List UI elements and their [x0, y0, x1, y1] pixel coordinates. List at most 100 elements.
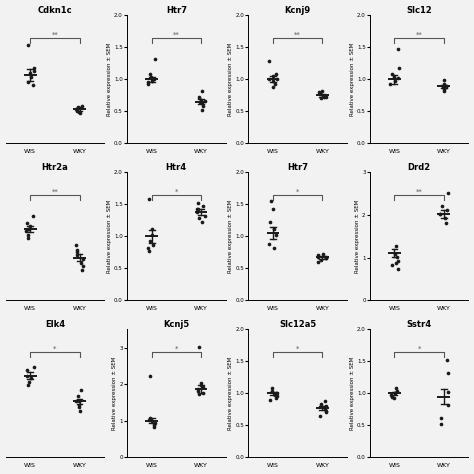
Y-axis label: Relative expression ± SEM: Relative expression ± SEM — [350, 357, 355, 430]
Y-axis label: Relative expression ± SEM: Relative expression ± SEM — [107, 43, 112, 116]
Point — [146, 247, 153, 255]
Point — [319, 87, 326, 94]
Point — [388, 70, 396, 78]
Point — [195, 343, 203, 351]
Title: Slc12a5: Slc12a5 — [279, 319, 316, 328]
Point — [272, 231, 279, 239]
Point — [75, 403, 82, 411]
Y-axis label: Relative expression ± SEM: Relative expression ± SEM — [228, 357, 233, 430]
Text: *: * — [296, 346, 300, 352]
Point — [144, 244, 151, 252]
Point — [439, 83, 447, 91]
Point — [386, 81, 394, 88]
Point — [270, 206, 277, 213]
Point — [394, 266, 401, 273]
Point — [322, 407, 329, 414]
Point — [194, 199, 202, 207]
Point — [151, 419, 159, 427]
Point — [75, 108, 83, 115]
Text: *: * — [296, 189, 300, 195]
Point — [27, 374, 35, 382]
Point — [27, 73, 35, 81]
Point — [150, 423, 158, 431]
Point — [436, 210, 443, 218]
Point — [201, 212, 209, 219]
Point — [269, 384, 276, 392]
Point — [271, 81, 279, 88]
Point — [196, 93, 203, 101]
Point — [25, 382, 32, 389]
Point — [30, 67, 37, 74]
Point — [270, 72, 277, 80]
Point — [317, 90, 324, 98]
Point — [74, 103, 82, 111]
Point — [273, 395, 280, 402]
Point — [268, 388, 276, 395]
Point — [392, 384, 400, 392]
Point — [273, 75, 281, 83]
Y-axis label: Relative expression ± SEM: Relative expression ± SEM — [228, 200, 233, 273]
Point — [387, 392, 395, 399]
Point — [320, 93, 328, 101]
Point — [149, 75, 156, 83]
Text: *: * — [174, 346, 178, 352]
Point — [271, 225, 278, 232]
Title: Drd2: Drd2 — [408, 163, 431, 172]
Point — [322, 402, 329, 410]
Point — [198, 219, 205, 226]
Point — [391, 250, 398, 258]
Point — [322, 254, 329, 262]
Point — [391, 390, 398, 397]
Point — [24, 220, 31, 228]
Point — [74, 392, 82, 400]
Point — [393, 388, 401, 395]
Point — [272, 390, 280, 397]
Point — [194, 206, 202, 213]
Point — [22, 228, 30, 235]
Point — [438, 202, 446, 210]
Point — [197, 380, 205, 387]
Point — [273, 390, 281, 397]
Point — [321, 397, 328, 405]
Text: **: ** — [416, 189, 422, 195]
Y-axis label: Relative expression ± SEM: Relative expression ± SEM — [350, 43, 355, 116]
Point — [392, 259, 400, 267]
Point — [198, 382, 205, 389]
Point — [199, 383, 207, 391]
Point — [193, 208, 201, 216]
Point — [30, 64, 38, 72]
Text: *: * — [174, 189, 178, 195]
Point — [388, 393, 395, 401]
Point — [27, 222, 34, 229]
Point — [269, 83, 277, 91]
Point — [148, 225, 155, 232]
Point — [151, 55, 159, 63]
Point — [76, 109, 83, 117]
Point — [318, 94, 325, 102]
Point — [442, 84, 449, 91]
Point — [24, 41, 32, 49]
Point — [265, 240, 273, 248]
Point — [197, 96, 205, 103]
Point — [79, 262, 87, 270]
Point — [194, 387, 202, 394]
Point — [27, 69, 34, 77]
Point — [440, 77, 448, 84]
Point — [320, 403, 328, 411]
Point — [198, 99, 205, 107]
Y-axis label: Relative expression ± SEM: Relative expression ± SEM — [107, 200, 112, 273]
Point — [322, 409, 329, 416]
Point — [267, 396, 274, 403]
Point — [26, 378, 33, 385]
Point — [437, 414, 445, 421]
Title: Elk4: Elk4 — [45, 319, 65, 328]
Point — [73, 252, 81, 259]
Point — [25, 225, 32, 233]
Point — [315, 88, 322, 96]
Point — [73, 241, 80, 248]
Point — [315, 258, 322, 265]
Point — [199, 106, 206, 114]
Point — [314, 253, 322, 261]
Point — [73, 106, 80, 114]
Point — [30, 363, 37, 370]
